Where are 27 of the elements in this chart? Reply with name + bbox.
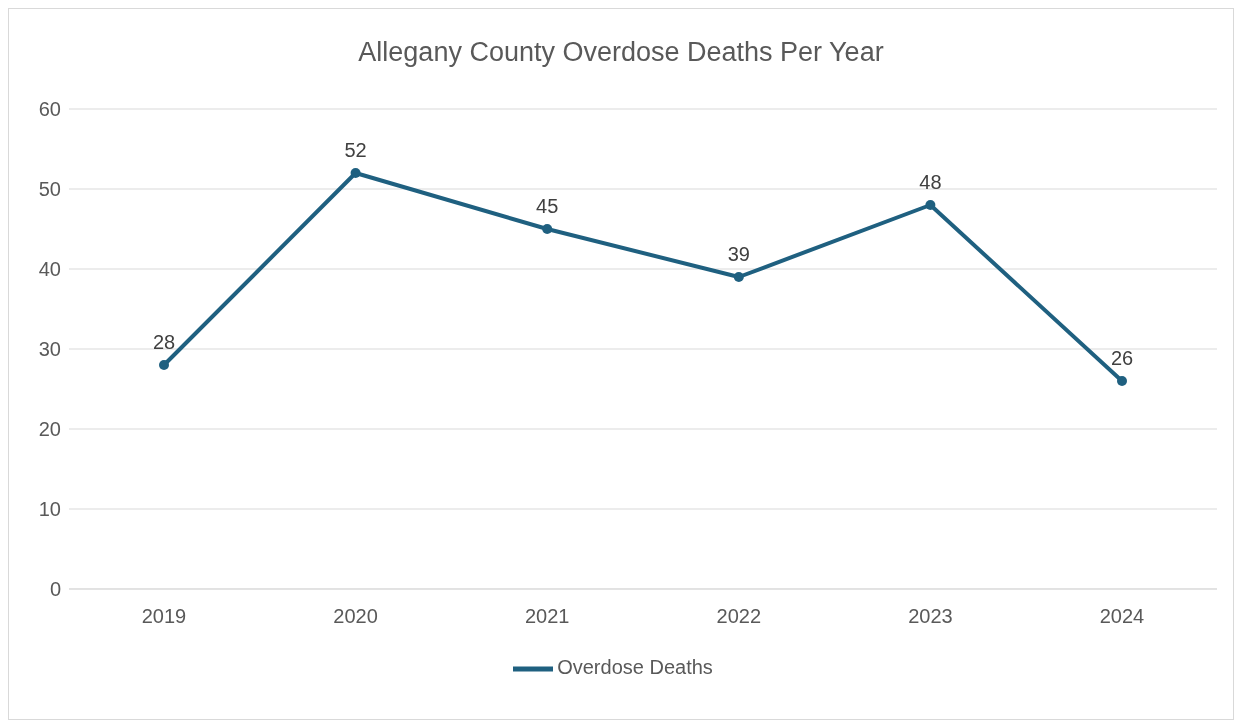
y-tick-label: 0 [49, 578, 61, 601]
data-label: 28 [152, 331, 176, 353]
y-tick-label: 40 [38, 258, 61, 281]
data-label: 26 [1110, 347, 1134, 369]
point [542, 224, 553, 234]
point [1117, 376, 1127, 386]
y-tick-label: 50 [38, 178, 61, 201]
y-tick-label: 30 [38, 338, 61, 361]
data-label: 45 [536, 195, 559, 217]
x-tick-label: 2024 [1099, 605, 1145, 628]
x-tick-label: 2021 [524, 605, 570, 628]
y-tick-label: 10 [38, 498, 61, 521]
point [733, 272, 744, 282]
y-tick-label: 60 [38, 98, 61, 121]
chart-title: Allegany County Overdose Deaths Per Year [357, 37, 885, 68]
x-tick-label: 2019 [141, 605, 187, 628]
point [925, 200, 936, 210]
data-label: 52 [344, 139, 367, 161]
data-label: 48 [919, 171, 942, 193]
legend-label: Overdose Deaths [557, 656, 713, 679]
point [159, 360, 169, 370]
x-tick-label: 2020 [333, 605, 378, 628]
point [350, 168, 361, 178]
data-label: 39 [727, 243, 750, 265]
x-tick-label: 2023 [908, 605, 953, 628]
x-tick-label: 2022 [716, 605, 762, 628]
y-tick-label: 20 [38, 418, 61, 441]
